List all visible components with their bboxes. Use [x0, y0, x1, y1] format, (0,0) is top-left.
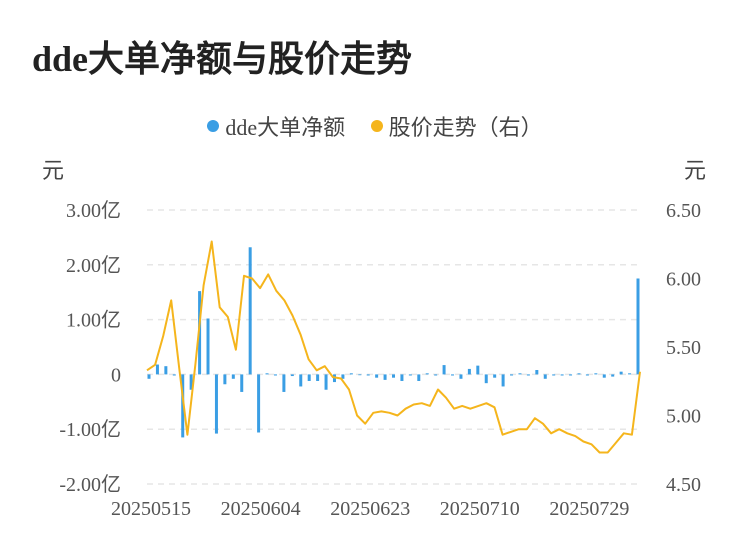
dde-bar	[164, 366, 168, 375]
dde-bar	[543, 374, 547, 379]
chart-legend: dde大单净额 股价走势（右）	[0, 110, 750, 142]
dde-bar	[425, 373, 429, 375]
dde-bar	[299, 374, 303, 387]
chart-title: dde大单净额与股价走势	[32, 39, 413, 79]
dde-bar	[240, 374, 244, 392]
dde-bar	[366, 374, 370, 376]
y-right-tick-label: 5.00	[666, 406, 701, 428]
dde-bar	[290, 374, 294, 377]
legend-label-dde: dde大单净额	[225, 115, 346, 140]
y-left-tick-label: -2.00亿	[59, 473, 121, 496]
dde-bar	[442, 365, 446, 375]
legend-dot-price-icon	[370, 120, 383, 132]
dde-bar	[535, 370, 539, 375]
dde-bar	[248, 247, 252, 375]
dde-bar	[316, 374, 320, 381]
dde-bar	[273, 374, 277, 376]
x-tick-label: 20250623	[330, 498, 410, 520]
legend-item-price[interactable]: 股价走势（右）	[370, 110, 543, 142]
dde-bar	[257, 374, 261, 433]
dde-bar	[484, 374, 488, 384]
dde-bar	[383, 374, 387, 380]
y-left-tick-label: 1.00亿	[66, 309, 121, 332]
dde-bar	[552, 374, 556, 376]
dde-bar	[459, 374, 463, 379]
x-tick-label: 20250604	[221, 498, 301, 520]
dde-bar	[636, 278, 640, 375]
dde-bar	[518, 373, 522, 375]
dde-bar	[569, 374, 573, 376]
dde-bar	[400, 374, 404, 381]
dde-bar	[510, 374, 514, 376]
dde-bar	[206, 318, 210, 375]
dde-bar	[214, 374, 218, 434]
dde-bar	[476, 365, 480, 375]
dde-bar	[408, 374, 412, 376]
y-right-tick-label: 6.00	[666, 269, 701, 291]
y-right-tick-label: 4.50	[666, 474, 701, 496]
dde-bar	[585, 374, 589, 376]
dde-bar	[467, 368, 471, 375]
y-left-tick-label: 2.00亿	[66, 254, 121, 277]
dde-bar	[577, 373, 581, 375]
dde-bar	[349, 373, 353, 375]
dde-bar	[358, 374, 362, 376]
dde-bar	[172, 374, 176, 376]
dde-bar	[181, 374, 185, 438]
dde-bar	[602, 374, 606, 378]
y-right-unit-label: 元	[684, 158, 706, 183]
dde-bar	[594, 373, 598, 375]
dde-bar	[526, 374, 530, 376]
y-right-tick-label: 5.50	[666, 337, 701, 359]
price-line	[146, 240, 641, 454]
dde-bar	[155, 364, 159, 375]
dde-bar	[282, 374, 286, 392]
x-tick-label: 20250515	[111, 498, 191, 520]
dde-bar	[611, 374, 615, 377]
x-tick-label: 20250710	[440, 498, 520, 520]
dde-bar	[451, 374, 455, 376]
y-right-tick-label: 6.50	[666, 200, 701, 222]
dde-bar	[560, 374, 564, 376]
dde-bar	[341, 374, 345, 379]
dde-bar	[493, 374, 497, 378]
y-left-tick-label: 0	[111, 364, 121, 386]
dde-bar	[189, 374, 193, 390]
dde-bar	[223, 374, 227, 385]
legend-label-price: 股价走势（右）	[388, 115, 543, 140]
dde-bar	[147, 374, 151, 379]
dde-bar	[628, 373, 632, 375]
dde-bar	[417, 374, 421, 381]
y-left-tick-label: -1.00亿	[59, 418, 121, 441]
legend-item-dde[interactable]: dde大单净额	[207, 110, 345, 142]
dde-bar	[375, 374, 379, 378]
legend-dot-dde-icon	[207, 120, 220, 132]
y-left-unit-label: 元	[42, 158, 64, 183]
x-tick-label: 20250729	[549, 498, 629, 520]
dde-bar	[619, 371, 623, 375]
dde-bar	[392, 374, 395, 378]
dde-bar	[231, 374, 235, 379]
dde-bar	[265, 373, 269, 375]
y-left-tick-label: 3.00亿	[66, 199, 121, 222]
dde-bar	[307, 374, 311, 381]
dde-bar	[434, 374, 438, 376]
dde-bar	[501, 374, 505, 387]
dde-bar	[324, 374, 328, 390]
